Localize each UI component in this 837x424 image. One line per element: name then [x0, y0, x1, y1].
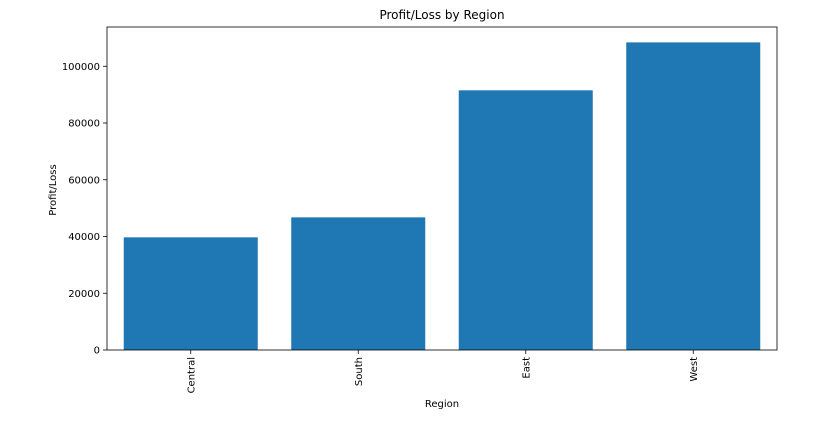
bar-central	[123, 237, 258, 350]
y-tick-label: 40000	[68, 232, 100, 243]
y-tick-label: 100000	[62, 62, 100, 73]
bar-west	[626, 42, 761, 350]
plot-area: 0 20000 40000 60000 80000 100000 Central South E…	[62, 26, 778, 393]
x-tick-label-south: South	[354, 357, 365, 386]
chart-title: Profit/Loss by Region	[379, 8, 504, 22]
x-tick-label-east: East	[521, 357, 532, 379]
x-tick-label-central: Central	[186, 357, 197, 393]
y-axis-title: Profit/Loss	[48, 164, 59, 215]
plot-frame	[106, 26, 778, 351]
y-tick-label: 0	[94, 346, 100, 357]
bar-east	[458, 90, 593, 351]
y-tick-label: 80000	[68, 119, 100, 130]
x-axis-title: Region	[425, 399, 459, 410]
bar-south	[291, 217, 426, 350]
y-tick-label: 20000	[68, 289, 100, 300]
x-tick-label-west: West	[689, 357, 700, 382]
y-tick-label: 60000	[68, 175, 100, 186]
